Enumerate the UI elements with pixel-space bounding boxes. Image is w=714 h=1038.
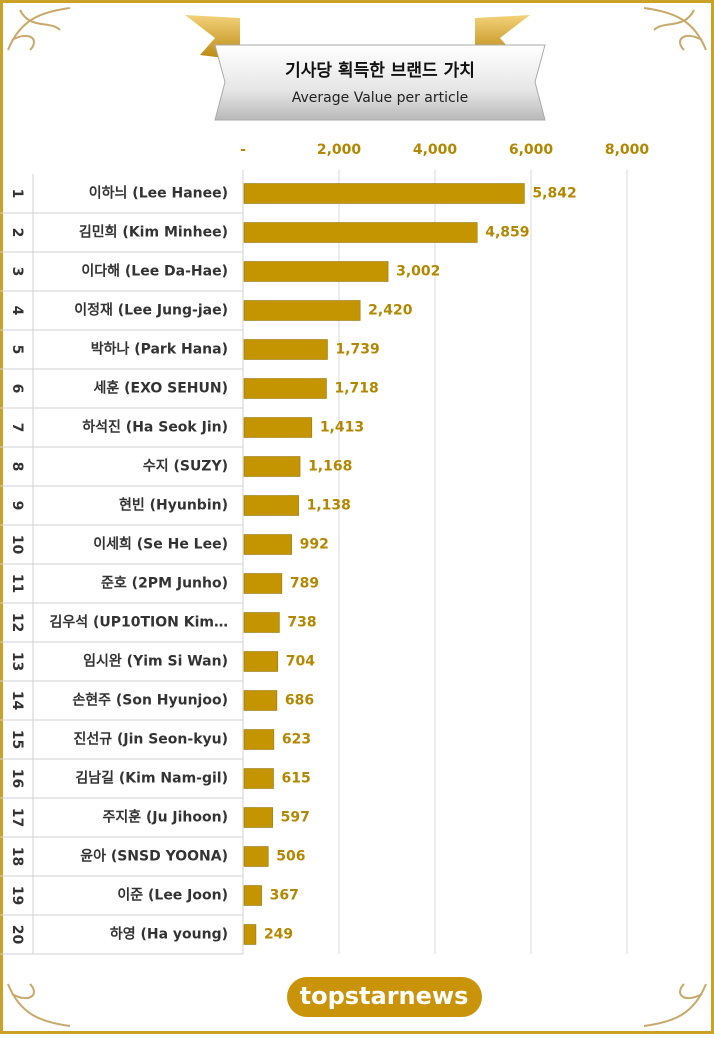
value-label: 367 xyxy=(270,888,299,904)
y-tick-label: 윤아 (SNSD YOONA) xyxy=(80,848,228,865)
chart-subtitle: Average Value per article xyxy=(292,90,468,106)
chart-title: 기사당 획득한 브랜드 가치 xyxy=(285,61,475,81)
y-tick-label: 하석진 (Ha Seok Jin) xyxy=(82,419,228,436)
x-tick-label: 2,000 xyxy=(317,142,362,158)
y-tick-label: 진선규 (Jin Seon-kyu) xyxy=(73,731,228,748)
value-label: 3,002 xyxy=(396,264,440,280)
bar xyxy=(243,339,328,360)
bar xyxy=(243,612,280,633)
value-label: 4,859 xyxy=(485,225,529,241)
rank-label: 7 xyxy=(9,423,25,433)
rank-label: 2 xyxy=(9,228,25,238)
bar xyxy=(243,300,361,321)
bar xyxy=(243,534,292,555)
y-tick-label: 박하나 (Park Hana) xyxy=(91,341,228,358)
rank-label: 12 xyxy=(9,613,25,632)
value-label: 704 xyxy=(286,654,315,670)
value-label: 249 xyxy=(264,927,293,943)
x-tick-label: - xyxy=(240,142,246,158)
bar xyxy=(243,378,327,399)
value-label: 1,168 xyxy=(308,459,352,475)
y-tick-label: 김남길 (Kim Nam-gil) xyxy=(75,770,228,787)
value-label: 1,739 xyxy=(335,342,379,358)
rank-label: 9 xyxy=(9,501,25,511)
value-label: 1,413 xyxy=(320,420,364,436)
y-tick-label: 이정재 (Lee Jung-jae) xyxy=(74,302,228,319)
bar xyxy=(243,690,278,711)
y-tick-label: 주지훈 (Ju Jihoon) xyxy=(102,809,228,826)
value-label: 992 xyxy=(300,537,329,553)
bar xyxy=(243,573,283,594)
rank-label: 19 xyxy=(9,886,25,905)
rank-label: 13 xyxy=(9,652,25,671)
rank-label: 18 xyxy=(9,847,25,866)
y-tick-label: 손현주 (Son Hyunjoo) xyxy=(72,693,228,709)
y-tick-label: 김우석 (UP10TION Kim… xyxy=(49,614,228,631)
y-tick-label: 현빈 (Hyunbin) xyxy=(119,498,228,514)
value-label: 738 xyxy=(287,615,316,631)
rank-label: 10 xyxy=(9,535,25,555)
rank-label: 14 xyxy=(9,691,25,711)
bar xyxy=(243,651,279,672)
rank-label: 15 xyxy=(9,730,25,749)
rank-label: 8 xyxy=(9,462,25,472)
y-tick-label: 김민희 (Kim Minhee) xyxy=(79,224,228,241)
bar xyxy=(243,261,389,282)
y-tick-label: 수지 (SUZY) xyxy=(143,459,228,475)
bar xyxy=(243,885,262,906)
value-label: 506 xyxy=(276,849,305,865)
rank-label: 11 xyxy=(9,574,25,593)
y-tick-label: 하영 (Ha young) xyxy=(110,926,228,943)
value-label: 1,138 xyxy=(307,498,351,514)
bar xyxy=(243,222,478,243)
bar xyxy=(243,456,301,477)
y-tick-label: 준호 (2PM Junho) xyxy=(101,576,228,592)
x-tick-label: 4,000 xyxy=(413,142,458,158)
value-label: 686 xyxy=(285,693,314,709)
y-tick-label: 이세희 (Se He Lee) xyxy=(93,536,228,553)
rank-label: 16 xyxy=(9,769,25,788)
y-tick-label: 이하늬 (Lee Hanee) xyxy=(89,185,228,202)
bar xyxy=(243,729,275,750)
x-tick-label: 6,000 xyxy=(509,142,554,158)
y-tick-label: 임시완 (Yim Si Wan) xyxy=(83,654,228,670)
bar xyxy=(243,495,299,516)
value-label: 597 xyxy=(281,810,310,826)
value-label: 1,718 xyxy=(334,381,378,397)
rank-label: 4 xyxy=(9,306,25,316)
value-label: 615 xyxy=(282,771,311,787)
bar xyxy=(243,924,257,945)
bar xyxy=(243,183,525,204)
rank-label: 17 xyxy=(9,808,25,827)
bar xyxy=(243,768,274,789)
bar xyxy=(243,846,269,867)
rank-label: 6 xyxy=(9,384,25,394)
bar xyxy=(243,417,313,438)
rank-label: 1 xyxy=(9,189,25,199)
logo-text: topstarnews xyxy=(300,982,469,1010)
y-tick-label: 이다해 (Lee Da-Hae) xyxy=(81,263,228,280)
value-label: 5,842 xyxy=(532,186,576,202)
banner xyxy=(185,15,546,121)
value-label: 789 xyxy=(290,576,319,592)
value-label: 2,420 xyxy=(368,303,413,319)
rank-label: 20 xyxy=(9,925,25,945)
rank-label: 5 xyxy=(9,345,25,355)
logo: topstarnews xyxy=(287,977,482,1017)
value-label: 623 xyxy=(282,732,311,748)
ornaments xyxy=(7,7,707,1027)
y-tick-label: 이준 (Lee Joon) xyxy=(117,887,228,904)
bar xyxy=(243,807,273,828)
rank-label: 3 xyxy=(9,267,25,277)
y-tick-label: 세훈 (EXO SEHUN) xyxy=(93,380,228,397)
x-tick-label: 8,000 xyxy=(605,142,650,158)
